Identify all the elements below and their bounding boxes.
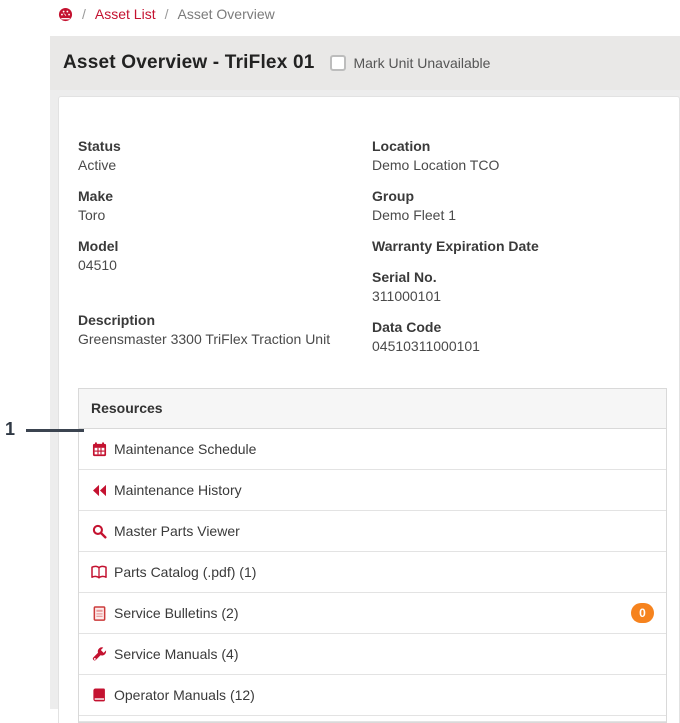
resource-operator-manuals[interactable]: Operator Manuals (12) [79,675,666,716]
field-label: Data Code [372,319,442,335]
resource-maintenance-history[interactable]: Maintenance History [79,470,666,511]
field-model: Model 04510 [78,237,372,275]
field-description: Description Greensmaster 3300 TriFlex Tr… [78,311,372,349]
mark-unit-unavailable-label: Mark Unit Unavailable [353,55,491,71]
field-label: Warranty Expiration Date [372,238,539,254]
field-location: Location Demo Location TCO [372,137,667,175]
asset-detail-panel: Status Active Make Toro Model 04510 Desc… [58,96,680,723]
field-serial-no: Serial No. 311000101 [372,268,667,306]
resource-label: Service Manuals (4) [114,646,239,662]
field-value: Demo Location TCO [372,157,500,173]
page-header: Asset Overview - TriFlex 01 Mark Unit Un… [50,36,680,90]
field-data-code: Data Code 04510311000101 [372,318,667,356]
resources-panel-title: Resources [79,389,666,429]
resource-label: Operator Manuals (12) [114,687,255,703]
field-label: Group [372,188,414,204]
wrench-icon [91,646,107,662]
resource-service-bulletins[interactable]: Service Bulletins (2) 0 [79,593,666,634]
resource-master-parts-viewer[interactable]: Master Parts Viewer [79,511,666,552]
mark-unit-unavailable-checkbox[interactable] [330,55,347,71]
book-open-icon [91,564,107,580]
file-text-icon [91,605,107,621]
breadcrumb-separator: / [82,6,86,22]
field-status: Status Active [78,137,372,175]
field-group: Group Demo Fleet 1 [372,187,667,225]
resource-maintenance-schedule[interactable]: Maintenance Schedule [79,429,666,470]
resource-label: Master Parts Viewer [114,523,240,539]
field-label: Description [78,312,156,328]
fast-backward-icon [91,482,107,498]
field-value: Toro [78,207,106,223]
field-label: Location [372,138,431,154]
callout-line [26,429,84,432]
field-value: Demo Fleet 1 [372,207,457,223]
field-make: Make Toro [78,187,372,225]
field-value: 04510 [78,257,117,273]
resource-label: Maintenance Schedule [114,441,257,457]
resource-row-partial [79,716,666,722]
callout-number: 1 [5,419,16,439]
field-label: Model [78,238,119,254]
field-label: Serial No. [372,269,437,285]
resource-label: Service Bulletins (2) [114,605,239,621]
field-value: 311000101 [372,288,442,304]
field-value: Active [78,157,117,173]
service-bulletins-badge: 0 [631,603,654,623]
resource-label: Parts Catalog (.pdf) (1) [114,564,257,580]
resources-panel: Resources Maintenance Schedule [78,388,667,723]
breadcrumb-asset-list[interactable]: Asset List [94,6,156,22]
page-title: Asset Overview - TriFlex 01 [63,52,315,73]
field-value: Greensmaster 3300 TriFlex Traction Unit [78,331,331,347]
calendar-icon [91,441,107,457]
breadcrumb: / Asset List / Asset Overview [58,6,275,22]
field-label: Status [78,138,121,154]
search-icon [91,523,107,539]
resource-service-manuals[interactable]: Service Manuals (4) [79,634,666,675]
field-value: 04510311000101 [372,338,480,354]
field-warranty-expiration-date: Warranty Expiration Date [372,237,667,256]
resource-parts-catalog[interactable]: Parts Catalog (.pdf) (1) [79,552,666,593]
field-label: Make [78,188,114,204]
breadcrumb-separator: / [164,6,169,22]
dashboard-home-icon[interactable] [58,7,73,22]
breadcrumb-asset-overview: Asset Overview [177,6,275,22]
main-content: Asset Overview - TriFlex 01 Mark Unit Un… [50,36,680,723]
book-icon [91,687,107,703]
asset-details: Status Active Make Toro Model 04510 Desc… [78,137,667,368]
resource-label: Maintenance History [114,482,242,498]
